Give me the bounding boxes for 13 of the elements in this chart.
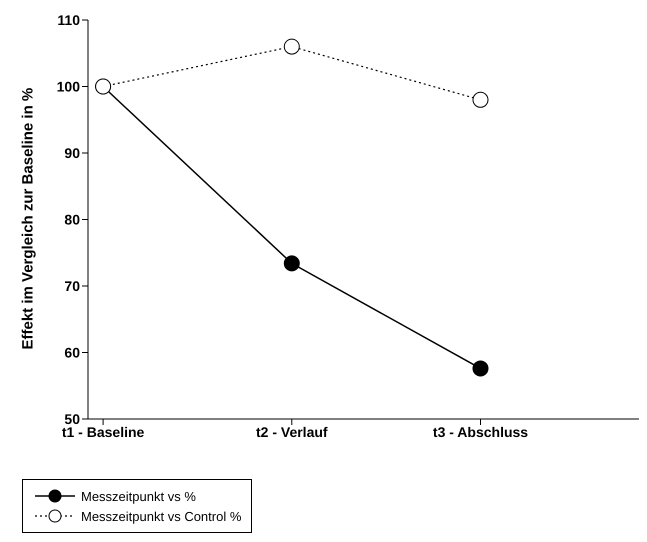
y-tick-label: 80	[64, 211, 80, 228]
x-tick-label: t2 - Verlauf	[256, 424, 328, 440]
y-tick-label: 90	[64, 144, 80, 161]
point	[284, 255, 300, 272]
y-tick-label: 70	[64, 278, 80, 294]
x-tick-label: t3 - Abschluss	[432, 424, 528, 440]
y-tick-label: 60	[64, 344, 80, 360]
legend-label: Messzeitpunkt vs %	[81, 488, 196, 504]
y-axis-title: Effekt im Vergleich zur Baseline in %	[19, 88, 36, 350]
point	[472, 360, 488, 376]
y-tick-label: 100	[56, 78, 80, 94]
legend-label: Messzeitpunkt vs Control %	[81, 508, 242, 524]
y-tick-label: 110	[57, 12, 80, 28]
